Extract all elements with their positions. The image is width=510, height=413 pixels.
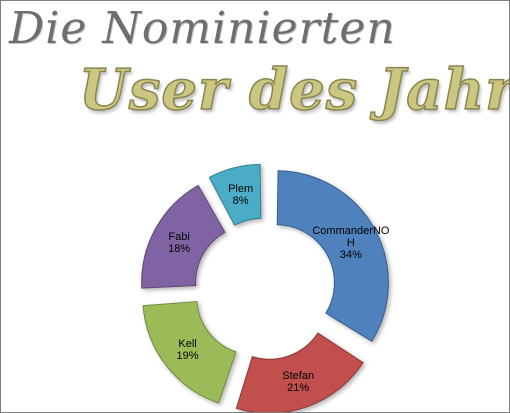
slice-commandernoh bbox=[276, 170, 389, 343]
slice-label-plem: Plem 8% bbox=[228, 183, 253, 207]
slice-label-stefan: Stefan 21% bbox=[282, 370, 314, 394]
slice-label-commandernoh: CommanderNO H 34% bbox=[312, 225, 389, 261]
title-user-des-jahres: User des Jahres bbox=[78, 56, 509, 124]
slice-label-kell: Kell 19% bbox=[177, 338, 199, 362]
title-die-nominierten: Die Nominierten bbox=[9, 3, 396, 54]
slice-kell bbox=[142, 300, 237, 404]
slice-label-fabi: Fabi 18% bbox=[168, 231, 190, 255]
slice-fabi bbox=[141, 184, 226, 289]
slice-plem bbox=[208, 163, 262, 226]
slice-stefan bbox=[235, 332, 364, 412]
